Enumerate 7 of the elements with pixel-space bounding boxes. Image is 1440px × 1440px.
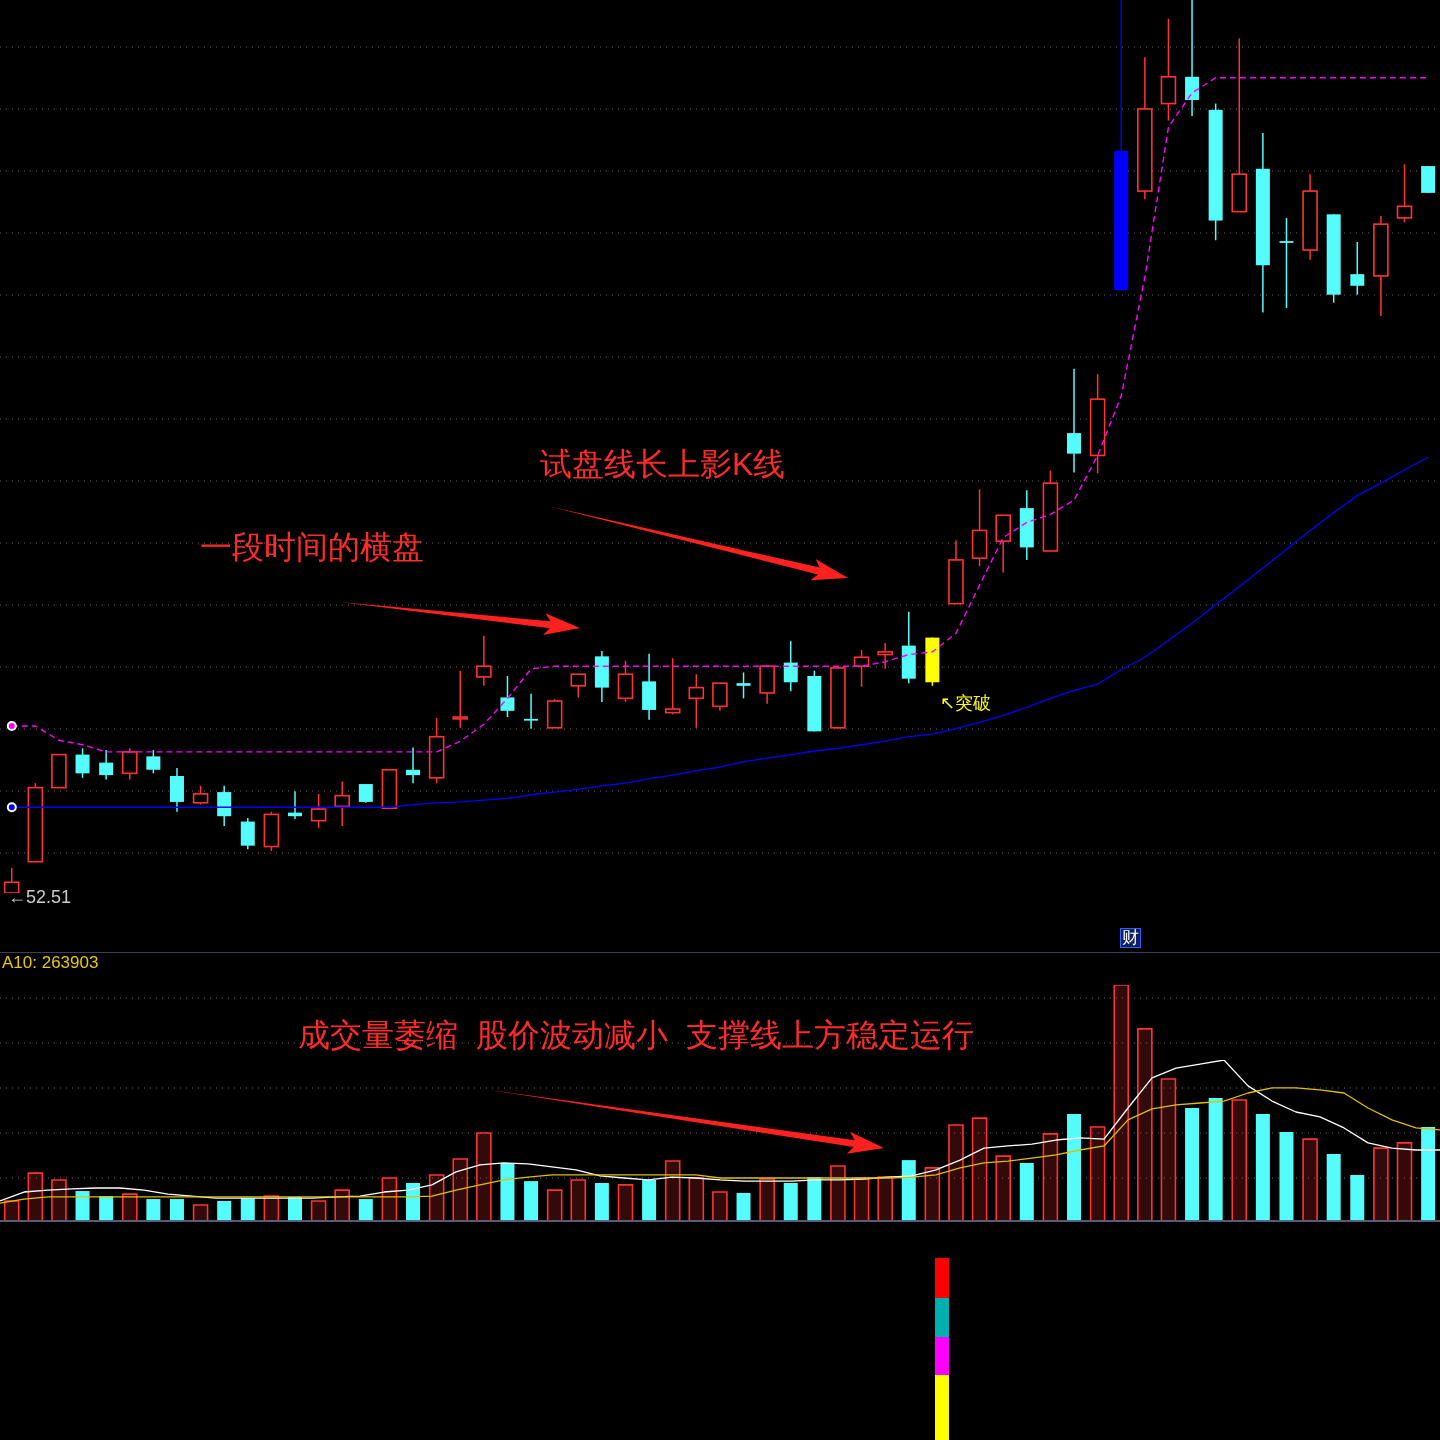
annotation: ←52.51: [8, 887, 72, 908]
annotation: 一段时间的横盘: [200, 529, 424, 566]
annotation: ↖突破: [940, 693, 992, 714]
text: 财: [1120, 928, 1141, 948]
text: A10: 263903: [2, 953, 99, 973]
annotation: 试盘线长上影K线: [540, 446, 786, 483]
annotation: 成交量萎缩 股价波动减小 支撑线上方稳定运行: [298, 1017, 974, 1054]
